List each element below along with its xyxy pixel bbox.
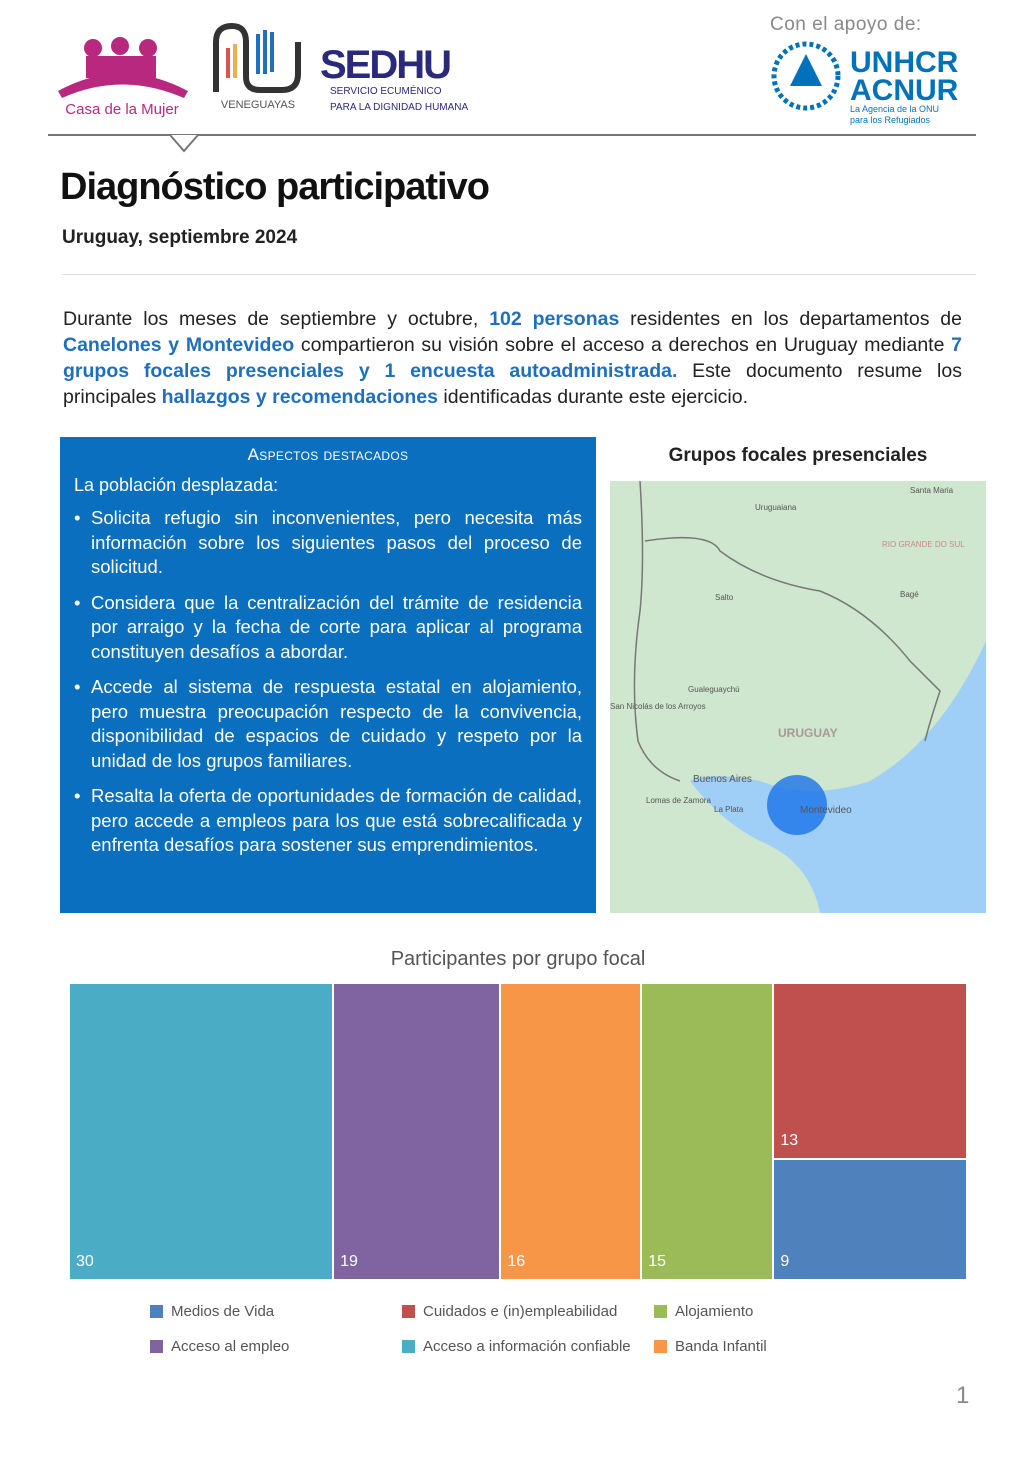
casa-de-la-mujer-logo: Casa de la Mujer (58, 37, 188, 118)
intro-text: residentes en los departamentos de (619, 308, 962, 330)
map-label: Uruguaiana (755, 503, 797, 512)
svg-text:SERVICIO ECUMÉNICO: SERVICIO ECUMÉNICO (330, 84, 442, 97)
intro-highlight: hallazgos y recomendaciones (161, 386, 438, 408)
highlights-box: Aspectos destacados La población desplaz… (60, 437, 596, 913)
data-label: 9 (780, 1253, 790, 1270)
highlight-item: Considera que la centralización del trám… (74, 591, 582, 665)
treemap-chart: 30 19 16 15 13 9 (69, 983, 967, 1280)
legend-item: Acceso al empleo (150, 1338, 289, 1355)
map-label: Bagé (900, 590, 919, 599)
legend-label: Cuidados e (in)empleabilidad (423, 1303, 618, 1320)
sedhu-logo: SEDHU SERVICIO ECUMÉNICO PARA LA DIGNIDA… (320, 43, 469, 113)
highlight-item: Resalta la oferta de oportunidades de fo… (74, 784, 582, 858)
data-label: 15 (648, 1253, 667, 1270)
treemap-cell: 9 (773, 1158, 967, 1280)
legend-item: Acceso a información confiable (402, 1338, 631, 1355)
intro-text: identificadas durante este ejercicio. (438, 386, 749, 408)
highlights-lead: La población desplazada: (74, 475, 279, 495)
svg-text:PARA LA DIGNIDAD HUMANA: PARA LA DIGNIDAD HUMANA (330, 102, 469, 113)
map-label: Salto (715, 593, 734, 602)
map-label: RIO GRANDE DO SUL (882, 540, 965, 549)
intro-text: compartieron su visión sobre el acceso a… (294, 334, 952, 356)
map-title: Grupos focales presenciales (668, 445, 928, 466)
support-label: Con el apoyo de: (770, 14, 922, 35)
legend-swatch (402, 1340, 415, 1353)
legend-item: Medios de Vida (150, 1303, 274, 1320)
legend-label: Medios de Vida (171, 1303, 275, 1320)
data-label: 16 (507, 1253, 526, 1270)
treemap-cell: 15 (641, 983, 774, 1280)
legend-swatch (150, 1305, 163, 1318)
legend-swatch (150, 1340, 163, 1353)
page-number: 1 (956, 1382, 970, 1409)
page-subtitle: Uruguay, septiembre 2024 (62, 227, 298, 248)
intro-highlight: 102 personas (489, 308, 620, 330)
svg-text:UNHCR: UNHCR (850, 46, 959, 79)
map-label: Buenos Aires (693, 774, 752, 785)
data-label: 19 (340, 1253, 358, 1270)
intro-text: Este documento resume los principales (63, 360, 962, 408)
header-divider (48, 134, 976, 136)
svg-text:VENEGUAYAS: VENEGUAYAS (221, 99, 295, 111)
svg-text:Casa de la Mujer: Casa de la Mujer (65, 101, 178, 118)
legend-swatch (654, 1305, 667, 1318)
map: Uruguaiana Santa Maria RIO GRANDE DO SUL… (610, 481, 986, 913)
svg-text:La Agencia de la ONU: La Agencia de la ONU (850, 104, 939, 114)
legend-item: Banda Infantil (654, 1338, 767, 1355)
legend-label: Banda Infantil (675, 1338, 767, 1355)
legend-item: Alojamiento (654, 1303, 753, 1320)
map-label: La Plata (714, 805, 744, 814)
legend-item: Cuidados e (in)empleabilidad (402, 1303, 617, 1320)
manos-veneguayas-logo: VENEGUAYAS (213, 22, 301, 111)
map-label: Montevideo (800, 805, 852, 816)
intro-highlight: Canelones y Montevideo (63, 334, 295, 356)
legend-swatch (402, 1305, 415, 1318)
treemap-cell: 30 (69, 983, 334, 1280)
highlights-list: Solicita refugio sin inconvenientes, per… (74, 506, 582, 858)
svg-text:SEDHU: SEDHU (320, 43, 450, 87)
legend-label: Acceso al empleo (171, 1338, 290, 1355)
treemap-cell: 19 (333, 983, 501, 1280)
map-label: URUGUAY (778, 726, 838, 740)
legend-label: Acceso a información confiable (423, 1338, 631, 1355)
data-label: 13 (780, 1131, 799, 1149)
svg-text:ACNUR: ACNUR (850, 74, 959, 107)
unhcr-acnur-logo: UNHCR ACNUR La Agencia de la ONU para lo… (771, 41, 959, 125)
svg-text:para los Refugiados: para los Refugiados (850, 115, 931, 125)
chart-title: Participantes por grupo focal (390, 948, 646, 970)
data-label: 30 (76, 1253, 94, 1270)
legend-label: Alojamiento (675, 1303, 754, 1320)
map-label: Santa Maria (910, 486, 954, 495)
page-title: Diagnóstico participativo (60, 166, 490, 208)
intro-text: Durante los meses de septiembre y octubr… (63, 308, 490, 330)
highlight-item: Accede al sistema de respuesta estatal e… (74, 675, 582, 773)
treemap-cell: 13 (773, 983, 967, 1159)
intro-highlight: 7 grupos focales presenciales y 1 encues… (63, 334, 962, 382)
intro-paragraph: Durante los meses de septiembre y octubr… (63, 306, 962, 410)
legend-swatch (654, 1340, 667, 1353)
map-label: Lomas de Zamora (646, 796, 711, 805)
title-divider (62, 274, 976, 275)
treemap-cell: 16 (500, 983, 642, 1280)
highlights-heading: Aspectos destacados (247, 445, 409, 464)
map-label: San Nicolás de los Arroyos (610, 702, 706, 711)
divider-notch (170, 134, 199, 153)
map-label: Gualeguaychú (688, 685, 740, 694)
highlight-item: Solicita refugio sin inconvenientes, per… (74, 506, 582, 580)
